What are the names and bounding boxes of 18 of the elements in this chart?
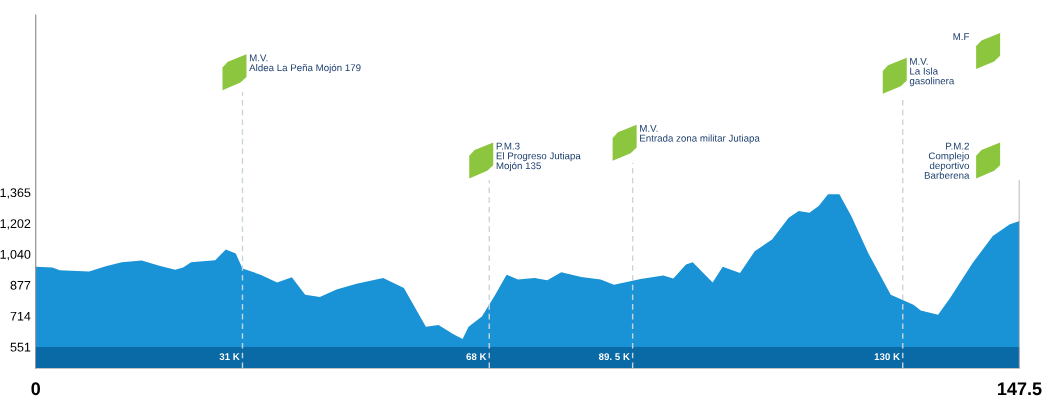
- x-tick-label: 0: [31, 382, 41, 396]
- ref-line-label: 89. 5 K: [598, 353, 630, 361]
- annotation: P.M.3 El Progreso Jutiapa Mojón 135: [496, 142, 581, 172]
- annotation: P.M.2 Complejo deportivo Barberena: [924, 142, 970, 179]
- y-tick-label: 551: [10, 342, 31, 352]
- y-tick-label: 1,202: [0, 219, 31, 230]
- annotation: M.V. Entrada zona militar Jutiapa: [640, 125, 760, 144]
- ref-line-label: 130 K: [874, 353, 900, 361]
- y-tick-label: 1,040: [0, 249, 31, 261]
- annotation: M.V. La Isla gasolinera: [909, 58, 955, 87]
- y-tick-label: 877: [10, 280, 31, 290]
- x-tick-label: 147.5: [998, 382, 1042, 396]
- ref-line-label: 31 K: [219, 353, 240, 361]
- y-tick-label: 714: [10, 311, 31, 321]
- annotation: M.F: [953, 33, 970, 40]
- y-tick-label: 1,365: [0, 188, 31, 199]
- ref-line-label: 68 K: [466, 353, 487, 361]
- annotation: M.V. Aldea La Peña Mojón 179: [249, 54, 361, 74]
